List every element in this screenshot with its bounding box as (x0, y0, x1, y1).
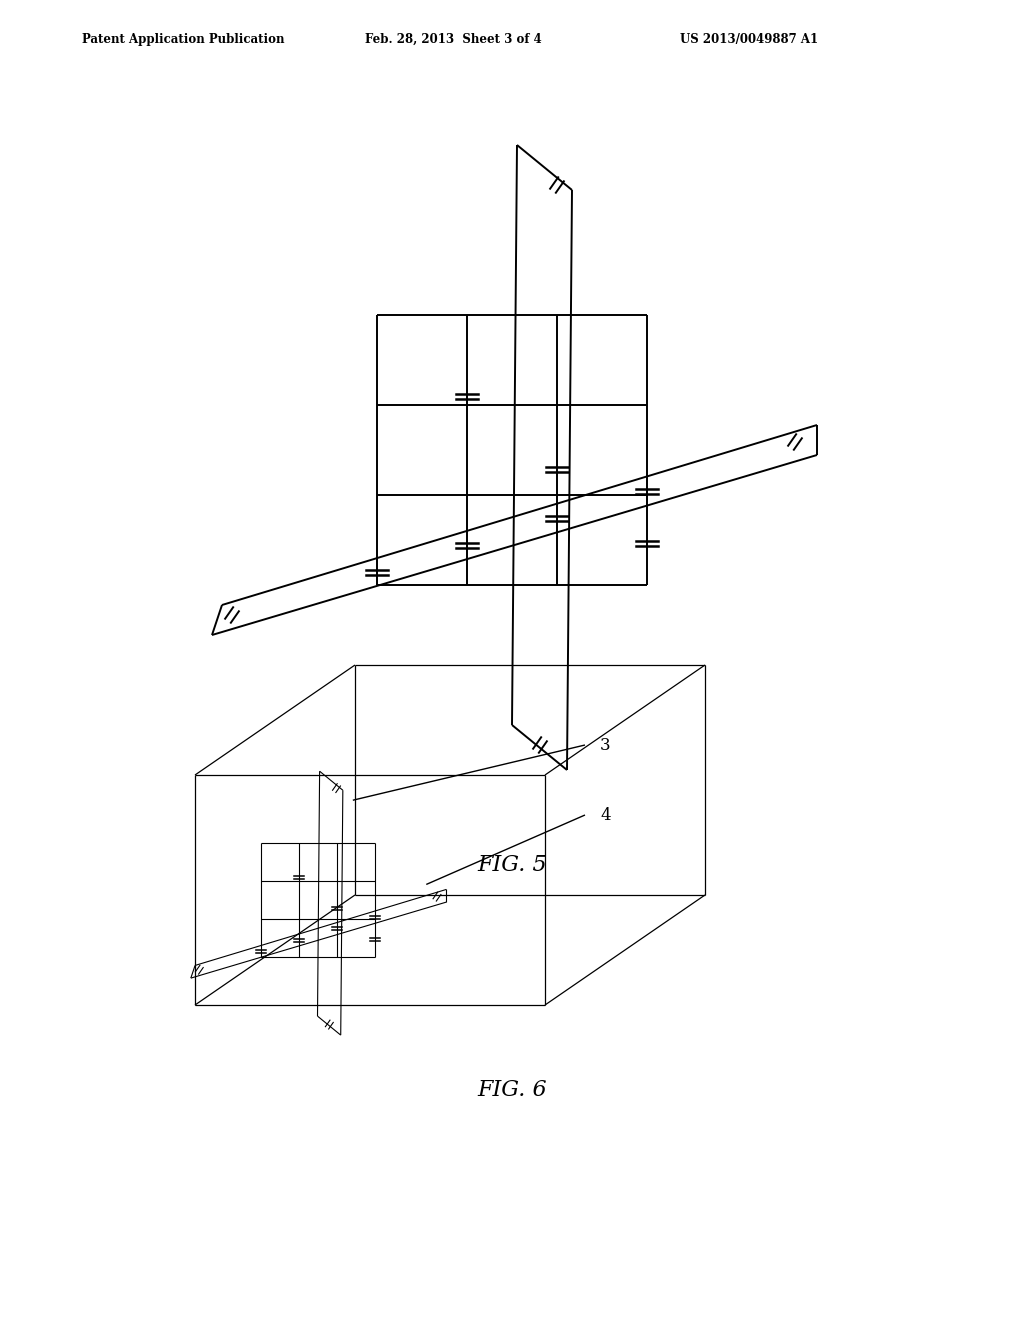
Text: US 2013/0049887 A1: US 2013/0049887 A1 (680, 33, 818, 46)
Text: FIG. 6: FIG. 6 (477, 1078, 547, 1101)
Text: FIG. 5: FIG. 5 (477, 854, 547, 876)
Text: 3: 3 (600, 737, 610, 754)
Text: 4: 4 (600, 807, 610, 824)
Text: Patent Application Publication: Patent Application Publication (82, 33, 285, 46)
Text: Feb. 28, 2013  Sheet 3 of 4: Feb. 28, 2013 Sheet 3 of 4 (365, 33, 542, 46)
